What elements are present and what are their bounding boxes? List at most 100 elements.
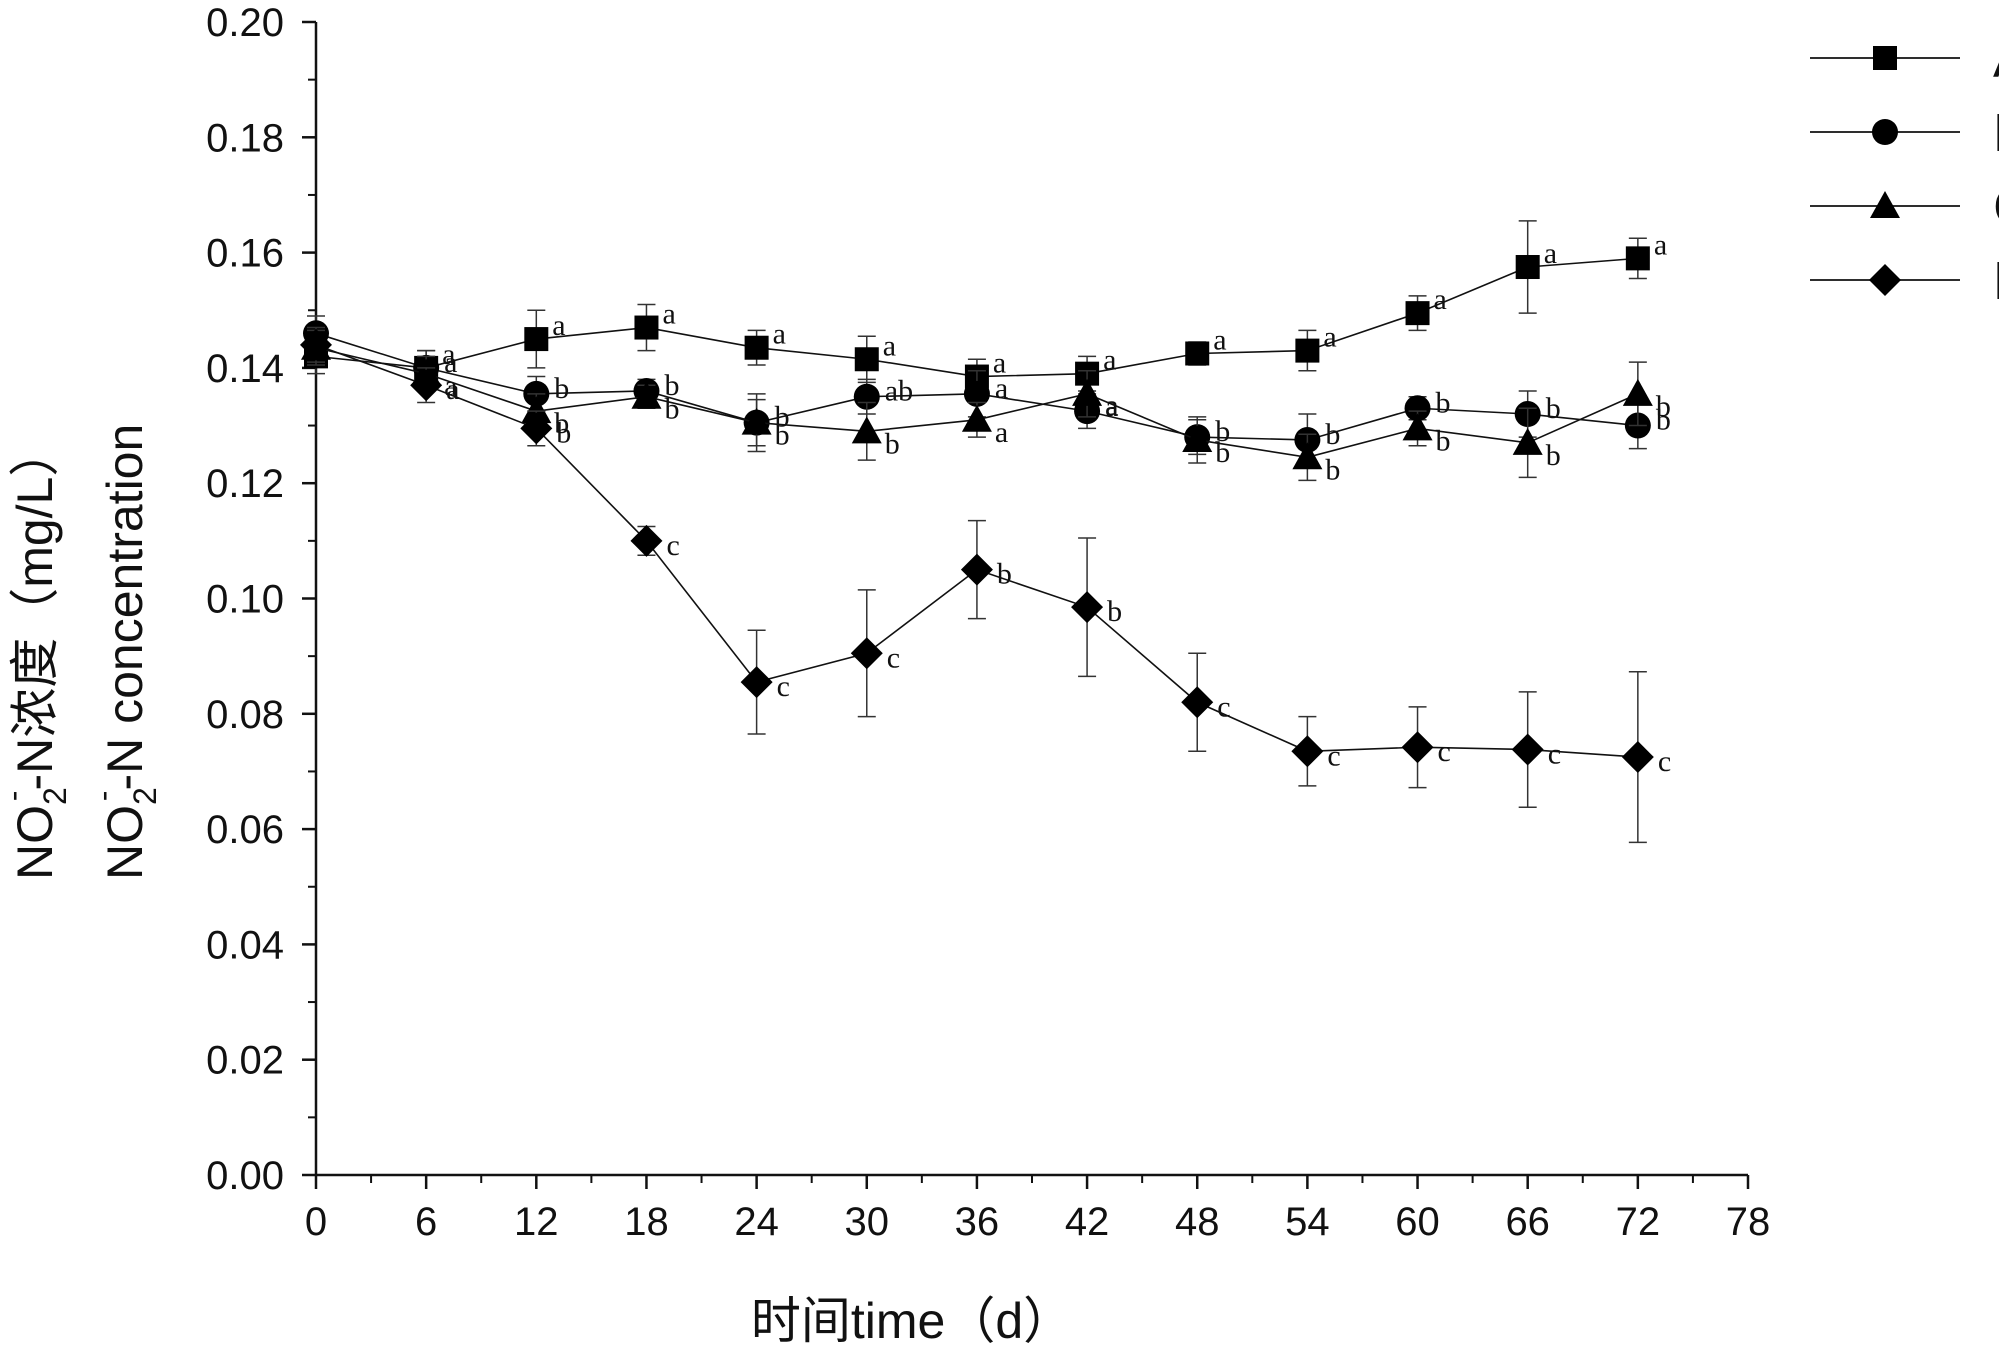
legend-a-marker	[1873, 46, 1897, 70]
y-tick-label: 0.20	[206, 1, 284, 45]
series-d-significance-label: c	[666, 529, 679, 562]
series-b-significance-label: a	[995, 372, 1008, 405]
series-c-significance-label: b	[1215, 436, 1230, 469]
series-d-point	[630, 524, 663, 557]
series-d-significance-label: b	[997, 558, 1012, 591]
legend-b-label: B	[1993, 103, 1999, 163]
legend-c-marker	[1870, 191, 1900, 218]
series-d-significance-label: c	[887, 641, 900, 674]
series-a-significance-label: a	[662, 298, 675, 331]
y-tick-label: 0.12	[206, 462, 284, 506]
x-tick-label: 12	[514, 1200, 559, 1244]
series-a-significance-label: a	[1654, 228, 1667, 261]
y-tick-label: 0.16	[206, 232, 284, 276]
series-d-point	[960, 553, 993, 586]
series-c-point	[961, 404, 992, 432]
series-a-significance-label: a	[883, 329, 896, 362]
series-d-significance-label: c	[1217, 690, 1230, 723]
x-tick-label: 72	[1616, 1200, 1661, 1244]
series-b-point	[963, 380, 990, 407]
series-b-significance-label: b	[1215, 415, 1230, 448]
series-a-point	[1405, 301, 1430, 326]
series-a-significance-label: a	[1103, 344, 1116, 377]
series-a-significance-label: a	[552, 309, 565, 342]
x-axis-label: 时间time（d）	[751, 1293, 1073, 1349]
series-d-point	[1511, 733, 1544, 766]
series-d-significance-label: b	[556, 416, 571, 449]
series-a-point	[854, 347, 879, 372]
y-tick-label: 0.14	[206, 347, 284, 391]
series-b-significance-label: b	[1656, 404, 1671, 437]
series-b-significance-label: b	[554, 372, 569, 405]
series-d-significance-label: c	[1548, 738, 1561, 771]
series-b-significance-label: a	[444, 346, 457, 379]
series-c-point	[1402, 413, 1433, 441]
series-d-significance-label: c	[1438, 735, 1451, 768]
series-b-point	[1404, 395, 1431, 422]
legend-d-label: D	[1993, 251, 1999, 311]
x-tick-label: 18	[624, 1200, 669, 1244]
series-b-significance-label: b	[1546, 392, 1561, 425]
y-tick-label: 0.10	[206, 578, 284, 622]
series-d-point	[1401, 731, 1434, 764]
series-a-significance-label: a	[1323, 321, 1336, 354]
x-tick-label: 24	[734, 1200, 779, 1244]
series-a-point	[744, 335, 769, 360]
series-a-point	[1185, 341, 1210, 366]
series-c-significance-label: b	[1436, 424, 1451, 457]
series-c-significance-label: b	[1546, 439, 1561, 472]
series-a-point	[1515, 255, 1540, 280]
legend-d-marker	[1869, 264, 1901, 296]
series-d-point	[1621, 741, 1654, 774]
y-axis-label-line1: NO2--N浓度（mg/L）	[0, 427, 73, 880]
y-tick-label: 0.06	[206, 808, 284, 852]
series-b-significance-label: b	[664, 369, 679, 402]
series-c-significance-label: a	[995, 416, 1008, 449]
x-tick-label: 48	[1175, 1200, 1220, 1244]
series-c-significance-label: b	[1656, 390, 1671, 423]
series-d-point	[740, 666, 773, 699]
series-d-significance-label: c	[777, 670, 790, 703]
series-d-significance-label: c	[1658, 745, 1671, 778]
series-c-significance-label: b	[1325, 453, 1340, 486]
series-c-point	[1512, 427, 1543, 455]
series-c-point	[631, 381, 662, 409]
series-c-point	[521, 396, 552, 424]
series-a-significance-label: a	[1544, 237, 1557, 270]
series-d-point	[1291, 735, 1324, 768]
x-tick-label: 6	[415, 1200, 437, 1244]
series-c-significance-label: b	[775, 419, 790, 452]
legend-a-label: A	[1993, 29, 1999, 89]
x-tick-label: 54	[1285, 1200, 1330, 1244]
series-c-point	[1622, 378, 1653, 406]
series-c-significance-label: b	[554, 407, 569, 440]
y-tick-label: 0.02	[206, 1039, 284, 1083]
series-b-significance-label: a	[1105, 389, 1118, 422]
series-c-significance-label: b	[885, 427, 900, 460]
series-c-significance-label: b	[664, 393, 679, 426]
series-a-significance-label: a	[1213, 323, 1226, 356]
series-b-significance-label: ab	[885, 375, 913, 408]
series-c-significance-label: a	[1105, 390, 1118, 423]
series-a-significance-label: a	[773, 318, 786, 351]
series-a-significance-label: a	[993, 347, 1006, 380]
x-tick-label: 0	[305, 1200, 327, 1244]
series-d-point	[1071, 591, 1104, 624]
y-tick-label: 0.18	[206, 116, 284, 160]
series-d-point	[300, 328, 332, 361]
series-c-point	[1072, 378, 1103, 406]
series-d-significance-label: c	[1327, 739, 1340, 772]
legend-b-marker	[1872, 119, 1898, 145]
y-axis-label-line2: NO2--N concentration	[85, 424, 163, 880]
series-a-point	[1295, 338, 1320, 363]
series-a-point	[524, 327, 549, 352]
series-d-significance-label: b	[1107, 595, 1122, 628]
series-d-point	[520, 412, 553, 445]
series-c-point	[1292, 442, 1323, 470]
series-c-point	[851, 416, 882, 444]
x-tick-label: 78	[1726, 1200, 1771, 1244]
series-d-point	[850, 637, 883, 670]
series-b-significance-label: b	[1325, 418, 1340, 451]
